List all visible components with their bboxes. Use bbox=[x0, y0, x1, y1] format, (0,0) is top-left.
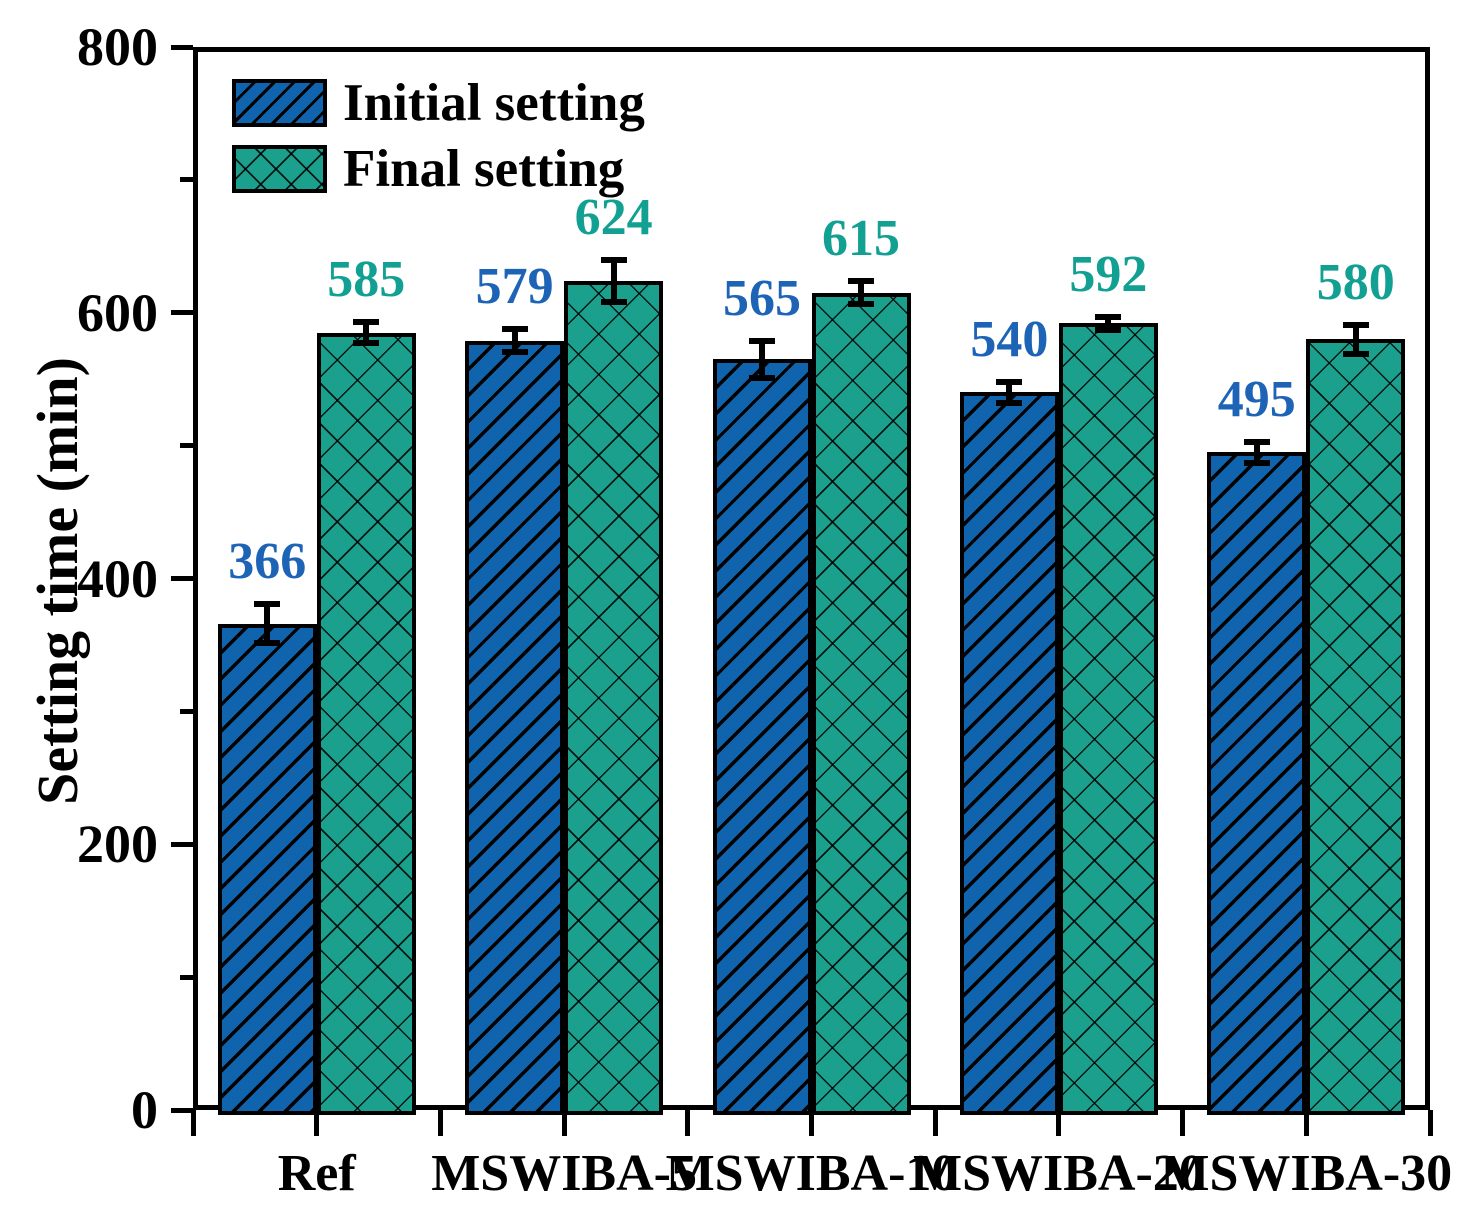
error-bar-part bbox=[353, 319, 380, 326]
value-label: 366 bbox=[228, 533, 307, 591]
bar-initial-setting-mswiba-10 bbox=[712, 359, 812, 1115]
legend-swatch-initial-setting-icon bbox=[232, 79, 327, 127]
error-bar bbox=[254, 601, 281, 647]
bar-final-setting-mswiba-20 bbox=[1058, 323, 1158, 1115]
error-bar bbox=[353, 319, 380, 346]
value-label: 565 bbox=[723, 269, 801, 327]
error-bar-part bbox=[1352, 322, 1359, 357]
error-bar-part bbox=[1095, 326, 1122, 333]
bar-final-setting-mswiba-30 bbox=[1306, 339, 1406, 1115]
y-tick-label: 400 bbox=[77, 548, 158, 609]
category-label: MSWIBA-20 bbox=[912, 1145, 1205, 1202]
legend-label-initial-setting: Initial setting bbox=[343, 74, 645, 132]
category-label: MSWIBA-10 bbox=[665, 1145, 958, 1202]
bar-final-setting-ref bbox=[316, 332, 416, 1115]
y-tick-label: 600 bbox=[77, 282, 158, 343]
x-tick bbox=[1056, 1110, 1062, 1136]
legend: Initial setting Final setting bbox=[232, 75, 645, 197]
error-bar-part bbox=[254, 640, 281, 647]
legend-label-final-setting: Final setting bbox=[343, 140, 625, 198]
error-bar-part bbox=[254, 601, 281, 608]
value-label: 579 bbox=[475, 258, 554, 316]
x-tick bbox=[1427, 1110, 1433, 1136]
error-bar-part bbox=[1342, 322, 1369, 329]
value-label: 624 bbox=[574, 188, 653, 246]
bar-final-setting-mswiba-5 bbox=[564, 280, 664, 1115]
bar-initial-setting-ref bbox=[217, 623, 317, 1115]
y-tick-label: 200 bbox=[77, 814, 158, 875]
x-tick bbox=[809, 1110, 814, 1136]
error-bar-part bbox=[1243, 459, 1270, 466]
error-bar bbox=[600, 256, 627, 305]
y-major-tick bbox=[171, 44, 193, 50]
error-bar-part bbox=[363, 319, 370, 346]
error-bar-part bbox=[858, 278, 864, 308]
value-label: 585 bbox=[327, 251, 406, 309]
error-bar-part bbox=[501, 326, 528, 333]
bar-initial-setting-mswiba-30 bbox=[1207, 452, 1307, 1115]
error-bar-part bbox=[749, 337, 775, 344]
y-minor-tick bbox=[180, 708, 193, 714]
x-tick bbox=[190, 1110, 196, 1136]
error-bar-part bbox=[848, 301, 874, 308]
error-bar bbox=[501, 326, 528, 356]
x-tick bbox=[932, 1110, 938, 1136]
legend-item-final-setting: Final setting bbox=[232, 141, 645, 197]
value-label: 592 bbox=[1069, 246, 1148, 304]
error-bar-part bbox=[1342, 350, 1369, 357]
bar-final-setting-mswiba-10 bbox=[811, 292, 911, 1115]
y-tick-label: 800 bbox=[77, 17, 158, 77]
error-bar bbox=[749, 337, 775, 381]
error-bar bbox=[1243, 438, 1270, 466]
error-bar bbox=[996, 379, 1023, 406]
error-bar-part bbox=[501, 349, 528, 356]
y-minor-tick bbox=[180, 177, 193, 183]
bar-initial-setting-mswiba-20 bbox=[959, 392, 1059, 1115]
category-label: MSWIBA-30 bbox=[1160, 1145, 1453, 1202]
legend-item-initial-setting: Initial setting bbox=[232, 75, 645, 131]
value-label: 615 bbox=[822, 210, 900, 268]
bar-initial-setting-mswiba-5 bbox=[465, 340, 565, 1115]
error-bar-part bbox=[759, 337, 765, 381]
x-tick bbox=[685, 1110, 691, 1136]
error-bar-part bbox=[1095, 314, 1122, 321]
error-bar bbox=[1095, 314, 1122, 333]
error-bar-part bbox=[848, 278, 874, 285]
y-minor-tick bbox=[180, 443, 193, 449]
x-tick bbox=[1303, 1110, 1309, 1136]
error-bar-part bbox=[353, 339, 380, 346]
error-bar-part bbox=[1243, 438, 1270, 445]
value-label: 540 bbox=[970, 311, 1049, 369]
y-minor-tick bbox=[180, 974, 193, 980]
y-tick-label: 0 bbox=[131, 1080, 158, 1140]
error-bar-part bbox=[1253, 438, 1260, 466]
y-major-tick bbox=[171, 310, 193, 316]
y-major-tick bbox=[171, 1107, 193, 1113]
error-bar bbox=[1342, 322, 1369, 357]
error-bar-part bbox=[600, 256, 627, 263]
error-bar-part bbox=[511, 326, 518, 356]
error-bar-part bbox=[1006, 379, 1013, 406]
legend-swatch-final-setting-icon bbox=[232, 145, 327, 193]
error-bar-part bbox=[749, 374, 775, 381]
error-bar-part bbox=[996, 379, 1023, 386]
value-label: 580 bbox=[1316, 254, 1395, 312]
value-label: 495 bbox=[1217, 370, 1296, 428]
x-tick bbox=[437, 1110, 443, 1136]
error-bar-part bbox=[996, 399, 1023, 406]
error-bar-part bbox=[610, 256, 617, 305]
y-major-tick bbox=[171, 576, 193, 581]
x-tick bbox=[1180, 1110, 1186, 1136]
error-bar-part bbox=[264, 601, 271, 647]
error-bar-part bbox=[1105, 314, 1112, 333]
y-major-tick bbox=[171, 841, 193, 847]
category-label: MSWIBA-5 bbox=[431, 1145, 697, 1202]
x-tick bbox=[561, 1110, 567, 1136]
x-tick bbox=[314, 1110, 320, 1136]
error-bar-part bbox=[600, 298, 627, 305]
category-label: Ref bbox=[277, 1145, 356, 1202]
error-bar bbox=[848, 278, 874, 308]
